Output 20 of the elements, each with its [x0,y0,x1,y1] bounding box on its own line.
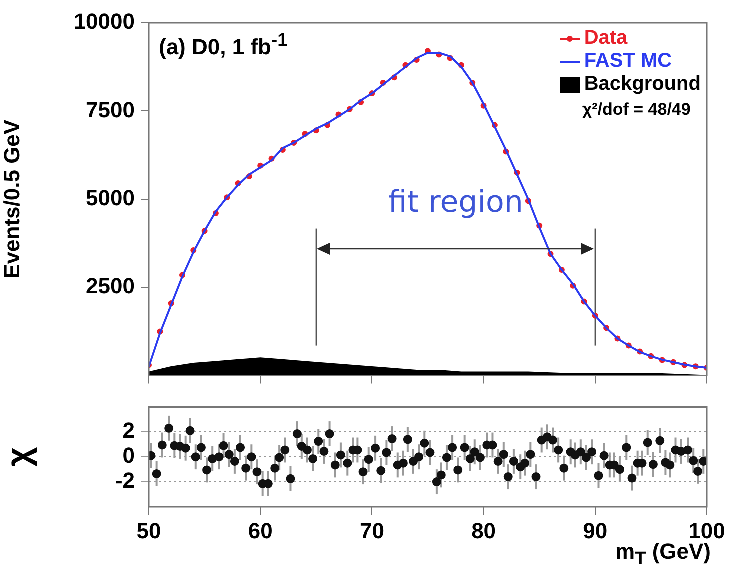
x-tick-label: 60 [248,518,273,544]
y-tick-label: 0 [122,443,135,468]
y-axis-title: Events/0.5 GeV [0,120,24,279]
legend-label: Data [584,27,628,50]
y-tick-label: 10000 [74,9,135,34]
x-tick-label: 80 [472,518,496,544]
annotation: χ²/dof = 48/49 [582,99,692,121]
y-tick-label: 2 [122,418,135,444]
annotation: fit region [387,184,524,220]
x-tick-label: 50 [136,518,162,544]
y-tick-label: 5000 [86,185,135,210]
legend-label: Background [584,73,701,96]
y-tick-label: -2 [115,468,135,494]
chart-title: (a) D0, 1 fb$^{-1}$ [159,29,288,60]
x-tick-label: 70 [360,518,384,544]
y-tick-label: 7500 [86,97,135,122]
y-axis-title: χ [0,446,38,467]
legend-label: FAST MC [584,50,672,73]
y-tick-label: 2500 [86,274,135,299]
x-tick-label: 90 [583,518,608,544]
